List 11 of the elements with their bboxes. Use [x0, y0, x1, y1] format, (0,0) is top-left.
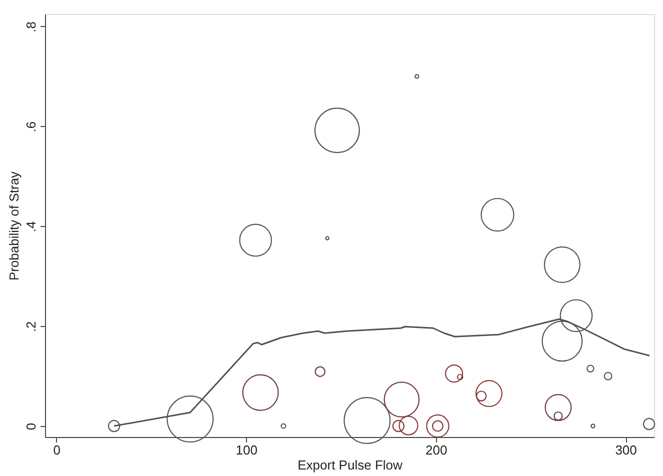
x-tick-label: 300 — [615, 442, 637, 458]
x-tick-label: 100 — [236, 442, 258, 458]
y-tick-label: .8 — [24, 22, 38, 32]
x-tick-label: 200 — [425, 442, 448, 458]
y-tick-label: .2 — [24, 321, 38, 332]
x-tick-label: 0 — [53, 442, 60, 458]
y-tick-label: .4 — [24, 221, 38, 232]
y-tick-label: .6 — [24, 121, 38, 132]
y-tick-label: 0 — [24, 422, 38, 430]
y-axis-title: Probability of Stray — [6, 170, 22, 281]
x-axis-title: Export Pulse Flow — [298, 458, 403, 472]
